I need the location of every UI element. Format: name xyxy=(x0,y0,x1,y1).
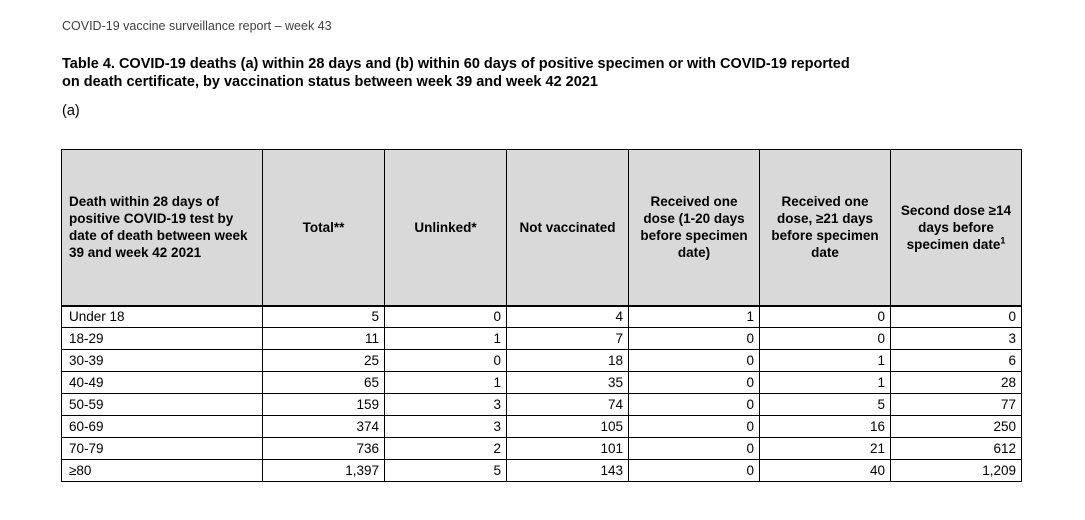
table-title-line-2: on death certificate, by vaccination sta… xyxy=(62,74,598,90)
cell-one-dose-1-20: 0 xyxy=(628,459,760,482)
column-header-not-vaccinated: Not vaccinated xyxy=(506,149,629,306)
cell-one-dose-1-20: 0 xyxy=(628,437,760,460)
cell-age-group: 30-39 xyxy=(61,349,263,372)
table-sub-label: (a) xyxy=(62,103,80,119)
table-body: Under 18 5 0 4 1 0 0 18-29 11 1 7 0 0 3 30-39 25 0 18 0 1 6 4… xyxy=(61,304,1022,482)
cell-total: 1,397 xyxy=(262,459,385,482)
cell-age-group: 40-49 xyxy=(61,371,263,394)
cell-second-dose: 1,209 xyxy=(890,459,1022,482)
cell-unlinked: 1 xyxy=(384,327,507,350)
cell-total: 5 xyxy=(262,304,385,328)
cell-one-dose-21plus: 40 xyxy=(759,459,891,482)
table-row: 60-69 374 3 105 0 16 250 xyxy=(61,415,1022,438)
second-dose-label: Second dose ≥14 days before specimen dat… xyxy=(900,202,1012,252)
table-row: ≥80 1,397 5 143 0 40 1,209 xyxy=(61,459,1022,482)
cell-unlinked: 5 xyxy=(384,459,507,482)
cell-total: 25 xyxy=(262,349,385,372)
footnote-marker: 1 xyxy=(1000,235,1006,246)
table-header-row: Death within 28 days of positive COVID-1… xyxy=(61,149,1022,306)
column-header-one-dose-21plus: Received one dose, ≥21 days before speci… xyxy=(759,149,891,306)
cell-not-vaccinated: 18 xyxy=(506,349,629,372)
cell-total: 11 xyxy=(262,327,385,350)
cell-one-dose-1-20: 0 xyxy=(628,349,760,372)
deaths-table: Death within 28 days of positive COVID-1… xyxy=(61,149,1022,482)
cell-one-dose-1-20: 0 xyxy=(628,415,760,438)
cell-one-dose-21plus: 5 xyxy=(759,393,891,416)
cell-unlinked: 0 xyxy=(384,349,507,372)
cell-unlinked: 0 xyxy=(384,304,507,328)
cell-total: 736 xyxy=(262,437,385,460)
cell-age-group: 18-29 xyxy=(61,327,263,350)
column-header-one-dose-1-20: Received one dose (1-20 days before spec… xyxy=(628,149,760,306)
table-row: 18-29 11 1 7 0 0 3 xyxy=(61,327,1022,350)
cell-second-dose: 612 xyxy=(890,437,1022,460)
cell-one-dose-21plus: 1 xyxy=(759,349,891,372)
cell-age-group: ≥80 xyxy=(61,459,263,482)
cell-age-group: 60-69 xyxy=(61,415,263,438)
cell-total: 374 xyxy=(262,415,385,438)
cell-unlinked: 1 xyxy=(384,371,507,394)
cell-one-dose-21plus: 1 xyxy=(759,371,891,394)
cell-age-group: 70-79 xyxy=(61,437,263,460)
table-row: 70-79 736 2 101 0 21 612 xyxy=(61,437,1022,460)
cell-second-dose: 3 xyxy=(890,327,1022,350)
cell-second-dose: 250 xyxy=(890,415,1022,438)
cell-unlinked: 3 xyxy=(384,393,507,416)
cell-one-dose-1-20: 0 xyxy=(628,327,760,350)
cell-one-dose-21plus: 21 xyxy=(759,437,891,460)
column-header-total: Total** xyxy=(262,149,385,306)
cell-total: 159 xyxy=(262,393,385,416)
table-row: 50-59 159 3 74 0 5 77 xyxy=(61,393,1022,416)
cell-second-dose: 28 xyxy=(890,371,1022,394)
cell-not-vaccinated: 105 xyxy=(506,415,629,438)
table-row: Under 18 5 0 4 1 0 0 xyxy=(61,304,1022,328)
column-header-age-group: Death within 28 days of positive COVID-1… xyxy=(61,149,263,306)
cell-one-dose-1-20: 0 xyxy=(628,371,760,394)
table-row: 40-49 65 1 35 0 1 28 xyxy=(61,371,1022,394)
table-title: Table 4. COVID-19 deaths (a) within 28 d… xyxy=(62,55,962,91)
cell-one-dose-1-20: 0 xyxy=(628,393,760,416)
cell-age-group: 50-59 xyxy=(61,393,263,416)
cell-one-dose-21plus: 16 xyxy=(759,415,891,438)
cell-not-vaccinated: 7 xyxy=(506,327,629,350)
cell-not-vaccinated: 101 xyxy=(506,437,629,460)
cell-one-dose-1-20: 1 xyxy=(628,304,760,328)
cell-unlinked: 3 xyxy=(384,415,507,438)
cell-total: 65 xyxy=(262,371,385,394)
cell-second-dose: 6 xyxy=(890,349,1022,372)
cell-second-dose: 0 xyxy=(890,304,1022,328)
cell-not-vaccinated: 74 xyxy=(506,393,629,416)
cell-second-dose: 77 xyxy=(890,393,1022,416)
column-header-second-dose: Second dose ≥14 days before specimen dat… xyxy=(890,149,1022,306)
table-row: 30-39 25 0 18 0 1 6 xyxy=(61,349,1022,372)
cell-unlinked: 2 xyxy=(384,437,507,460)
cell-not-vaccinated: 4 xyxy=(506,304,629,328)
cell-one-dose-21plus: 0 xyxy=(759,304,891,328)
column-header-unlinked: Unlinked* xyxy=(384,149,507,306)
cell-not-vaccinated: 35 xyxy=(506,371,629,394)
running-header: COVID-19 vaccine surveillance report – w… xyxy=(62,19,332,33)
cell-not-vaccinated: 143 xyxy=(506,459,629,482)
cell-one-dose-21plus: 0 xyxy=(759,327,891,350)
cell-age-group: Under 18 xyxy=(61,304,263,328)
table-title-line-1: Table 4. COVID-19 deaths (a) within 28 d… xyxy=(62,56,850,72)
